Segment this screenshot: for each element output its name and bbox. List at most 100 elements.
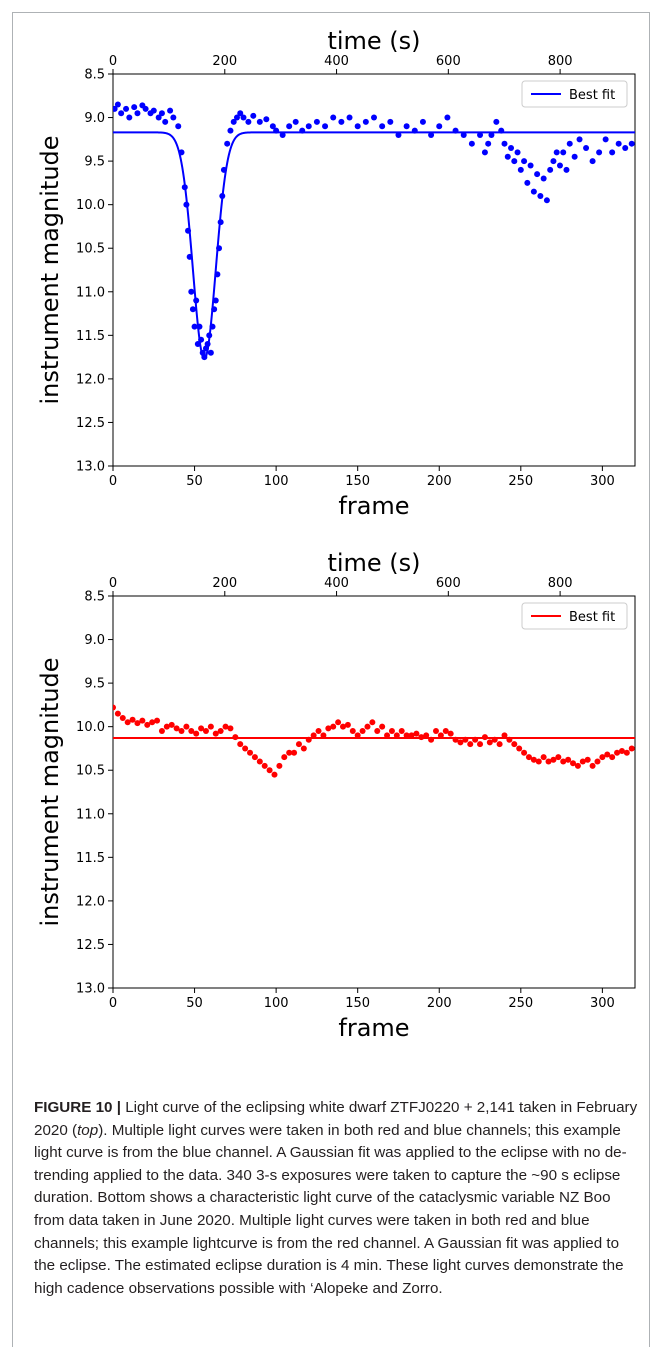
x-tick-label: 200	[427, 474, 452, 489]
data-point	[485, 140, 492, 147]
data-point	[263, 116, 270, 123]
data-point	[550, 158, 557, 165]
data-point	[369, 719, 376, 726]
data-point	[525, 754, 532, 761]
data-point	[188, 728, 195, 735]
data-point	[516, 745, 523, 752]
data-point	[134, 110, 141, 117]
data-point	[444, 114, 451, 121]
data-point	[233, 114, 240, 121]
data-point	[508, 145, 515, 152]
data-point	[162, 118, 169, 125]
chart-top: 0 50 100 150 200 250 300 0 200 400 600 800 8.5 9.0 9.5…	[36, 27, 636, 520]
data-point	[338, 118, 345, 125]
data-point	[488, 131, 495, 138]
data-point	[349, 728, 356, 735]
data-point	[570, 760, 577, 767]
x-tick-label: 100	[264, 474, 289, 489]
top-axis-label: time (s)	[327, 549, 420, 577]
data-point	[545, 758, 552, 765]
data-point	[413, 730, 420, 737]
data-point	[119, 714, 126, 721]
data-point	[310, 732, 317, 739]
data-point	[134, 720, 141, 727]
data-point	[217, 728, 224, 735]
data-point	[266, 767, 273, 774]
x-axis-label: frame	[338, 1014, 409, 1042]
y-tick-label: 11.5	[76, 329, 105, 344]
data-point	[240, 114, 247, 121]
data-point	[354, 123, 361, 130]
top-tick-label: 0	[109, 576, 117, 591]
data-point	[408, 732, 415, 739]
data-point	[555, 754, 562, 761]
data-point	[477, 741, 484, 748]
data-point	[131, 104, 138, 111]
data-point	[514, 149, 521, 156]
data-point	[521, 158, 528, 165]
best-fit-line	[113, 131, 635, 361]
top-tick-label: 200	[212, 576, 237, 591]
data-point	[393, 732, 400, 739]
y-tick-label: 13.0	[76, 982, 105, 997]
top-tick-label: 600	[436, 576, 461, 591]
data-point	[170, 114, 177, 121]
data-point	[335, 719, 342, 726]
figure-frame	[12, 12, 650, 1347]
data-point	[384, 732, 391, 739]
y-tick-label: 8.5	[84, 590, 105, 605]
data-point	[615, 140, 622, 147]
data-point	[596, 149, 603, 156]
y-tick-label: 12.5	[76, 416, 105, 431]
data-point	[477, 131, 484, 138]
data-point	[423, 732, 430, 739]
data-point	[150, 107, 157, 114]
data-point	[212, 730, 219, 737]
data-point	[313, 118, 320, 125]
data-point	[230, 118, 237, 125]
data-point	[271, 771, 278, 778]
data-point	[556, 162, 563, 169]
data-point	[222, 723, 229, 730]
y-tick-label: 8.5	[84, 68, 105, 83]
data-point	[149, 719, 156, 726]
data-point	[286, 749, 293, 756]
data-point	[560, 758, 567, 765]
y-tick-label: 11.0	[76, 285, 105, 300]
data-point	[113, 704, 116, 711]
x-tick-label: 100	[264, 996, 289, 1011]
data-point	[550, 756, 557, 763]
data-point	[622, 145, 629, 152]
data-point	[300, 745, 307, 752]
data-point	[245, 118, 252, 125]
data-point	[460, 131, 467, 138]
data-point	[261, 762, 268, 769]
y-tick-label: 12.5	[76, 938, 105, 953]
data-point	[281, 754, 288, 761]
data-point	[511, 158, 518, 165]
y-axis-label: instrument magnitude	[36, 657, 64, 926]
legend-box	[521, 80, 628, 108]
data-point	[256, 118, 263, 125]
data-point	[524, 179, 531, 186]
data-point	[123, 105, 130, 112]
x-tick-label: 50	[186, 474, 203, 489]
data-point	[330, 723, 337, 730]
data-point	[276, 762, 283, 769]
data-point	[198, 725, 205, 732]
data-point	[457, 739, 464, 746]
data-point	[609, 754, 616, 761]
data-point	[527, 162, 534, 169]
x-tick-label: 200	[427, 996, 452, 1011]
plot-area	[113, 704, 635, 778]
y-tick-label: 10.5	[76, 764, 105, 779]
y-tick-label: 12.0	[76, 372, 105, 387]
data-point	[447, 730, 454, 737]
data-point	[583, 145, 590, 152]
data-point	[584, 756, 591, 763]
data-point	[537, 192, 544, 199]
data-point	[614, 749, 621, 756]
data-point	[207, 723, 214, 730]
y-tick-label: 11.0	[76, 807, 105, 822]
data-point	[589, 762, 596, 769]
